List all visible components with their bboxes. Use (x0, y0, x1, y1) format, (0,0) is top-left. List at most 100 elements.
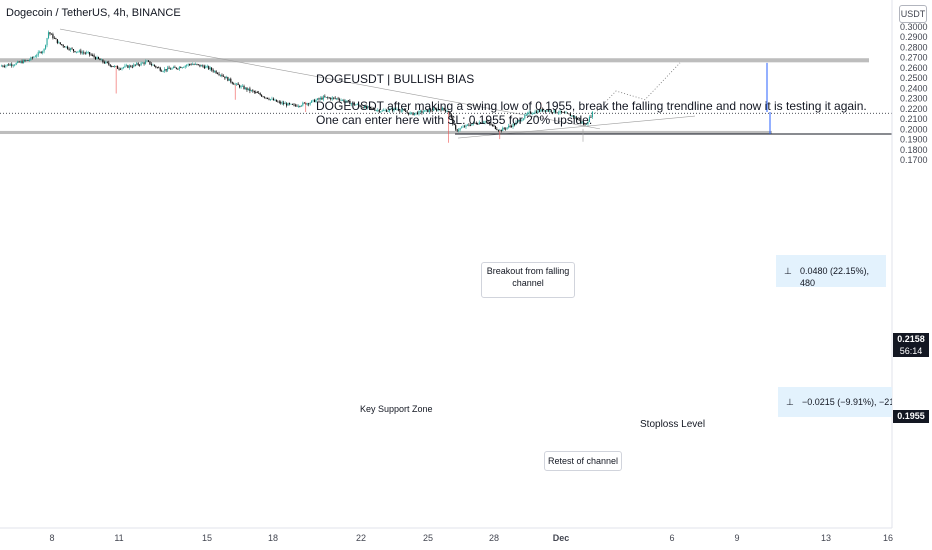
candle (314, 99, 316, 103)
candle (327, 97, 329, 98)
candle (359, 105, 361, 107)
candle (480, 122, 482, 124)
measure-icon: ⊥ (784, 266, 792, 276)
y-tick-label: 0.1700 (900, 155, 928, 165)
candle (452, 117, 454, 124)
retest-label: Retest of channel (547, 456, 619, 466)
candle (506, 127, 508, 129)
candle (222, 75, 224, 77)
candle (93, 55, 95, 58)
candle (20, 61, 22, 63)
candle (262, 96, 264, 98)
candle (441, 108, 444, 111)
candle (230, 78, 232, 83)
candle (192, 64, 194, 66)
y-tick-label: 0.2300 (900, 94, 928, 104)
x-tick-label: 13 (821, 533, 831, 543)
candle (541, 109, 543, 112)
candle (171, 68, 173, 70)
x-tick-label: 11 (114, 533, 123, 543)
candle (375, 110, 377, 111)
y-tick-label: 0.2800 (900, 42, 928, 52)
candle (127, 65, 129, 68)
candle (533, 113, 535, 115)
candle (252, 90, 254, 92)
candle (108, 62, 110, 65)
candle (64, 46, 66, 48)
candle (111, 66, 113, 67)
candle (259, 93, 261, 95)
candle (265, 97, 267, 99)
candle (396, 109, 398, 110)
candle (419, 110, 421, 112)
candle (437, 109, 439, 111)
candle (531, 113, 533, 115)
candle (52, 34, 54, 39)
candle (418, 111, 420, 115)
candle (346, 100, 348, 102)
candle (242, 85, 244, 87)
candle (22, 60, 25, 64)
candle (225, 77, 227, 79)
breakout-line2: channel (512, 278, 544, 288)
candle (156, 67, 158, 69)
candle (362, 107, 364, 109)
candle (6, 64, 8, 66)
y-tick-label: 0.2500 (900, 73, 928, 83)
x-tick-label: 15 (202, 533, 212, 543)
candle (136, 63, 138, 65)
candle (509, 125, 511, 127)
candle (319, 97, 322, 100)
candle (47, 32, 50, 39)
candle (515, 122, 517, 126)
candle (78, 50, 80, 52)
candle (459, 128, 461, 130)
candle (277, 101, 279, 103)
candle (339, 99, 341, 101)
candle (175, 67, 177, 69)
candle (378, 110, 380, 112)
measure-up-box[interactable]: ⊥ 0.0480 (22.15%), 480 (776, 255, 886, 288)
candle (324, 96, 326, 98)
candle (303, 102, 305, 104)
candle (494, 125, 496, 129)
currency-button[interactable]: USDT (899, 5, 927, 23)
candle (478, 122, 480, 125)
candle (350, 103, 352, 105)
candle (134, 64, 136, 66)
candle (211, 67, 213, 71)
candle (142, 62, 144, 64)
candle (543, 110, 545, 112)
current-price-tag: 0.2158 56:14 (893, 333, 929, 357)
measure-icon: ⊥ (786, 397, 794, 407)
candle (499, 129, 501, 131)
candle (524, 114, 526, 119)
candle (491, 124, 493, 126)
candle (283, 102, 285, 105)
candle (109, 64, 111, 67)
candle (575, 116, 577, 119)
candle (100, 59, 102, 61)
candle (474, 122, 476, 124)
candle (77, 51, 79, 53)
measure-down-box[interactable]: ⊥ −0.0215 (−9.91%), −215 (778, 387, 892, 417)
candle (399, 110, 401, 112)
candle (563, 112, 566, 114)
candle (353, 103, 355, 105)
candle (144, 61, 147, 64)
candle (322, 96, 324, 100)
candle (374, 109, 376, 111)
candle (547, 110, 549, 112)
candle (249, 88, 251, 92)
candle (555, 109, 557, 113)
candle (341, 99, 344, 101)
candle (164, 69, 166, 72)
candle (365, 105, 367, 108)
candle (297, 106, 299, 107)
candle (96, 57, 98, 60)
candle (440, 109, 442, 111)
candle (28, 60, 30, 61)
candle (25, 60, 28, 61)
